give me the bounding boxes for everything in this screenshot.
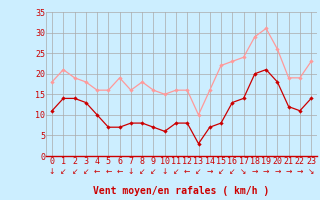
Text: ↙: ↙	[83, 167, 89, 176]
Text: →: →	[274, 167, 281, 176]
Text: →: →	[207, 167, 213, 176]
Text: ←: ←	[94, 167, 100, 176]
Text: ↙: ↙	[71, 167, 78, 176]
Text: ↓: ↓	[128, 167, 134, 176]
Text: →: →	[263, 167, 269, 176]
Text: ←: ←	[105, 167, 112, 176]
Text: ↙: ↙	[195, 167, 202, 176]
Text: ↘: ↘	[308, 167, 314, 176]
Text: ↓: ↓	[162, 167, 168, 176]
Text: ↙: ↙	[218, 167, 224, 176]
X-axis label: Vent moyen/en rafales ( km/h ): Vent moyen/en rafales ( km/h )	[93, 186, 270, 196]
Text: →: →	[252, 167, 258, 176]
Text: ←: ←	[184, 167, 190, 176]
Text: ←: ←	[116, 167, 123, 176]
Text: ↙: ↙	[139, 167, 145, 176]
Text: ↙: ↙	[173, 167, 179, 176]
Text: ↙: ↙	[150, 167, 156, 176]
Text: →: →	[297, 167, 303, 176]
Text: ↘: ↘	[240, 167, 247, 176]
Text: →: →	[285, 167, 292, 176]
Text: ↙: ↙	[60, 167, 67, 176]
Text: ↙: ↙	[229, 167, 236, 176]
Text: ↓: ↓	[49, 167, 55, 176]
